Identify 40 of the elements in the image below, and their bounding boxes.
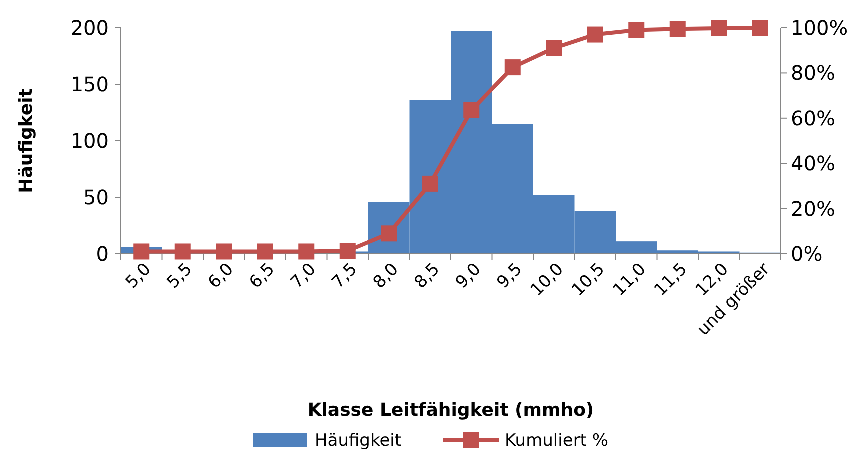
y-tick-label: 50 bbox=[84, 186, 109, 210]
y-axis-title: Häufigkeit bbox=[16, 88, 37, 194]
point bbox=[711, 20, 728, 36]
y2-tick-label: 40% bbox=[791, 152, 836, 176]
x-tick-label: 5,5 bbox=[163, 260, 197, 293]
x-axis-title: Klasse Leitfähigkeit (mmho) bbox=[308, 400, 594, 421]
y-tick-label: 200 bbox=[70, 16, 109, 40]
y2-tick-label: 20% bbox=[791, 196, 836, 221]
legend-label: Häufigkeit bbox=[315, 431, 402, 451]
point bbox=[504, 60, 521, 76]
x-tick-label: 6,5 bbox=[246, 260, 280, 293]
legend-label: Kumuliert % bbox=[505, 431, 609, 451]
y2-tick-label: 80% bbox=[791, 61, 836, 86]
point bbox=[298, 244, 315, 260]
y2-tick-label: 100% bbox=[791, 16, 848, 40]
y-tick-label: 150 bbox=[70, 72, 109, 96]
point bbox=[670, 21, 686, 38]
x-tick-label: 7,5 bbox=[328, 260, 362, 293]
x-tick-label: 8,0 bbox=[370, 260, 403, 293]
point bbox=[340, 243, 356, 260]
y2-tick-label: 60% bbox=[791, 106, 836, 130]
x-tick-label: 5,0 bbox=[122, 260, 156, 293]
point bbox=[216, 244, 232, 260]
x-tick-label: 6,0 bbox=[204, 260, 238, 293]
point bbox=[546, 40, 562, 56]
y2-tick-label: 0% bbox=[791, 242, 823, 266]
x-tick-label: 7,0 bbox=[287, 260, 320, 293]
point bbox=[628, 22, 645, 38]
point bbox=[752, 20, 768, 36]
x-tick-label: 8,5 bbox=[410, 260, 444, 293]
point bbox=[257, 244, 274, 260]
y-tick-label: 0 bbox=[96, 242, 109, 266]
x-tick-label: 9,0 bbox=[452, 260, 486, 293]
point bbox=[422, 176, 438, 192]
y-tick-label: 100 bbox=[70, 129, 109, 153]
point bbox=[464, 102, 480, 118]
point bbox=[134, 244, 150, 260]
point bbox=[587, 26, 604, 43]
x-tick-label: 9,5 bbox=[493, 260, 527, 293]
point bbox=[174, 244, 191, 260]
